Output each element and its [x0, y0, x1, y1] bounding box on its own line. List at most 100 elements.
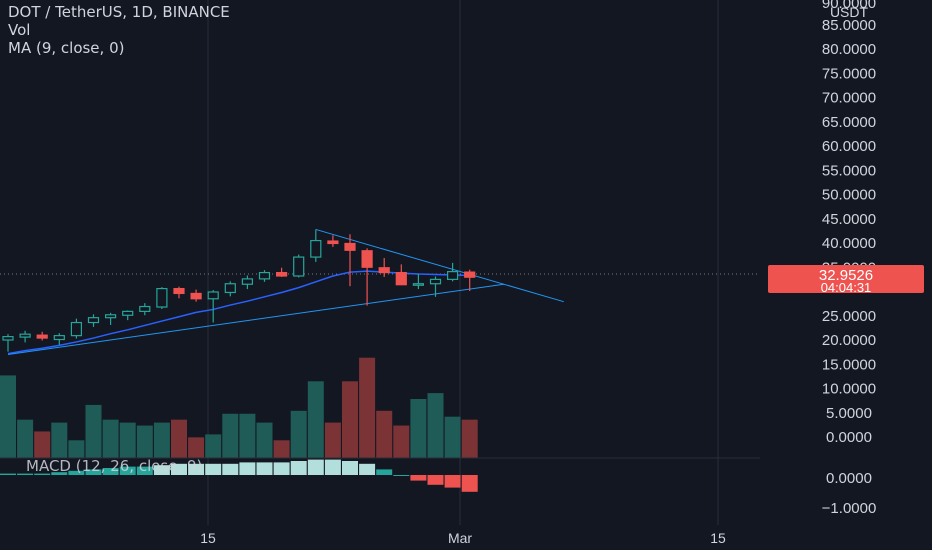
candle-body — [327, 240, 339, 245]
candle-body — [2, 336, 14, 341]
macd-bar — [102, 468, 119, 475]
candle — [361, 248, 373, 306]
candle — [122, 310, 134, 321]
volume-bars — [0, 357, 478, 458]
macd-bar — [68, 470, 85, 475]
macd-bar — [342, 461, 358, 475]
macd-bar — [444, 475, 461, 488]
candle — [139, 303, 151, 316]
candle — [207, 290, 219, 323]
candle — [241, 275, 253, 290]
price-axis-label: 55.0000 — [822, 162, 876, 179]
candle-body — [87, 317, 100, 324]
macd-bar — [171, 463, 187, 475]
volume-bar — [0, 375, 16, 458]
macd-bar — [0, 473, 16, 475]
candle-body — [276, 271, 288, 277]
volume-bar — [68, 440, 85, 458]
volume-bar — [153, 422, 170, 458]
price-axis-label: 80.0000 — [822, 41, 876, 58]
volume-label[interactable]: Vol — [8, 21, 31, 39]
price-axis-label: 45.0000 — [822, 211, 876, 228]
macd-bar — [324, 459, 341, 475]
price-axis-top-label: 90.0000 — [822, 0, 876, 12]
current-price-value: 32.9526 — [819, 267, 873, 284]
trendline-upper[interactable] — [315, 228, 564, 303]
symbol-title[interactable]: DOT / TetherUS, 1D, BINANCE — [8, 3, 230, 21]
price-axis-label: 5.0000 — [826, 405, 872, 422]
candle — [293, 254, 305, 278]
ma-label[interactable]: MA (9, close, 0) — [8, 39, 125, 57]
candle-body — [258, 271, 271, 280]
candle — [429, 276, 442, 297]
candle-body — [53, 335, 65, 341]
volume-bar — [256, 422, 273, 458]
price-axis-label: 60.0000 — [822, 138, 876, 155]
price-axis-label: 75.0000 — [822, 65, 876, 82]
volume-bar — [461, 419, 478, 458]
volume-bar — [136, 425, 153, 458]
candle — [104, 312, 117, 325]
time-label-15-mar: 15 — [710, 530, 726, 546]
candle-body — [429, 278, 442, 285]
volume-bar — [119, 422, 136, 458]
macd-axis-zero: 0.0000 — [826, 470, 872, 487]
macd-bar — [85, 469, 102, 475]
candle-body — [139, 305, 151, 312]
ma-line — [7, 270, 470, 355]
candle-body — [378, 267, 390, 274]
volume-bar — [359, 357, 376, 458]
macd-bar — [17, 473, 34, 475]
candle-body — [19, 333, 31, 338]
volume-bar — [239, 413, 256, 458]
candle — [464, 269, 476, 292]
macd-bar — [51, 472, 68, 475]
chart-legend: DOT / TetherUS, 1D, BINANCE Vol MA (9, c… — [8, 3, 230, 57]
price-axis-label: 85.0000 — [822, 17, 876, 34]
current-price-tag: 32.9526 04:04:31 — [768, 265, 924, 295]
candle — [310, 229, 322, 262]
candle — [344, 234, 356, 287]
time-label-mar: Mar — [448, 530, 472, 546]
price-axis-label: 20.0000 — [822, 332, 876, 349]
macd-bar — [376, 469, 393, 475]
candle-body — [464, 271, 476, 278]
macd-label: MACD (12, 26, close, 9) — [26, 457, 202, 475]
macd-bar — [136, 466, 153, 475]
candle-body — [293, 256, 305, 277]
macd-axis-minus-one: −1.0000 — [822, 500, 877, 517]
volume-bar — [85, 404, 102, 458]
volume-bar — [17, 419, 34, 458]
macd-bar — [119, 466, 136, 475]
volume-bar — [102, 419, 119, 458]
trendlines[interactable] — [7, 228, 564, 356]
volume-bar — [171, 419, 187, 458]
candle-body — [190, 292, 202, 300]
macd-bar — [290, 461, 307, 475]
volume-bar — [188, 437, 205, 458]
volume-bar — [222, 413, 239, 458]
macd-bar — [153, 465, 170, 475]
candle-body — [310, 239, 322, 258]
candle — [258, 270, 271, 282]
candle-body — [156, 287, 168, 308]
price-axis-label: 70.0000 — [822, 90, 876, 107]
candle-body — [104, 314, 117, 319]
candle — [327, 235, 339, 247]
candle-body — [241, 278, 253, 285]
trendline-lower[interactable] — [7, 283, 504, 356]
macd-bar — [393, 475, 410, 476]
macd-bar — [427, 475, 444, 485]
macd-bar — [307, 459, 324, 475]
candle — [412, 273, 424, 290]
macd-bar — [256, 462, 273, 475]
macd-bar — [205, 463, 222, 475]
candle-body — [70, 321, 83, 337]
volume-bar — [51, 422, 68, 458]
candle-body — [361, 250, 373, 268]
volume-bar — [290, 410, 307, 458]
candle-body — [412, 283, 424, 286]
time-axis[interactable]: 15 Mar 15 — [200, 530, 726, 546]
macd-histogram — [0, 459, 478, 492]
